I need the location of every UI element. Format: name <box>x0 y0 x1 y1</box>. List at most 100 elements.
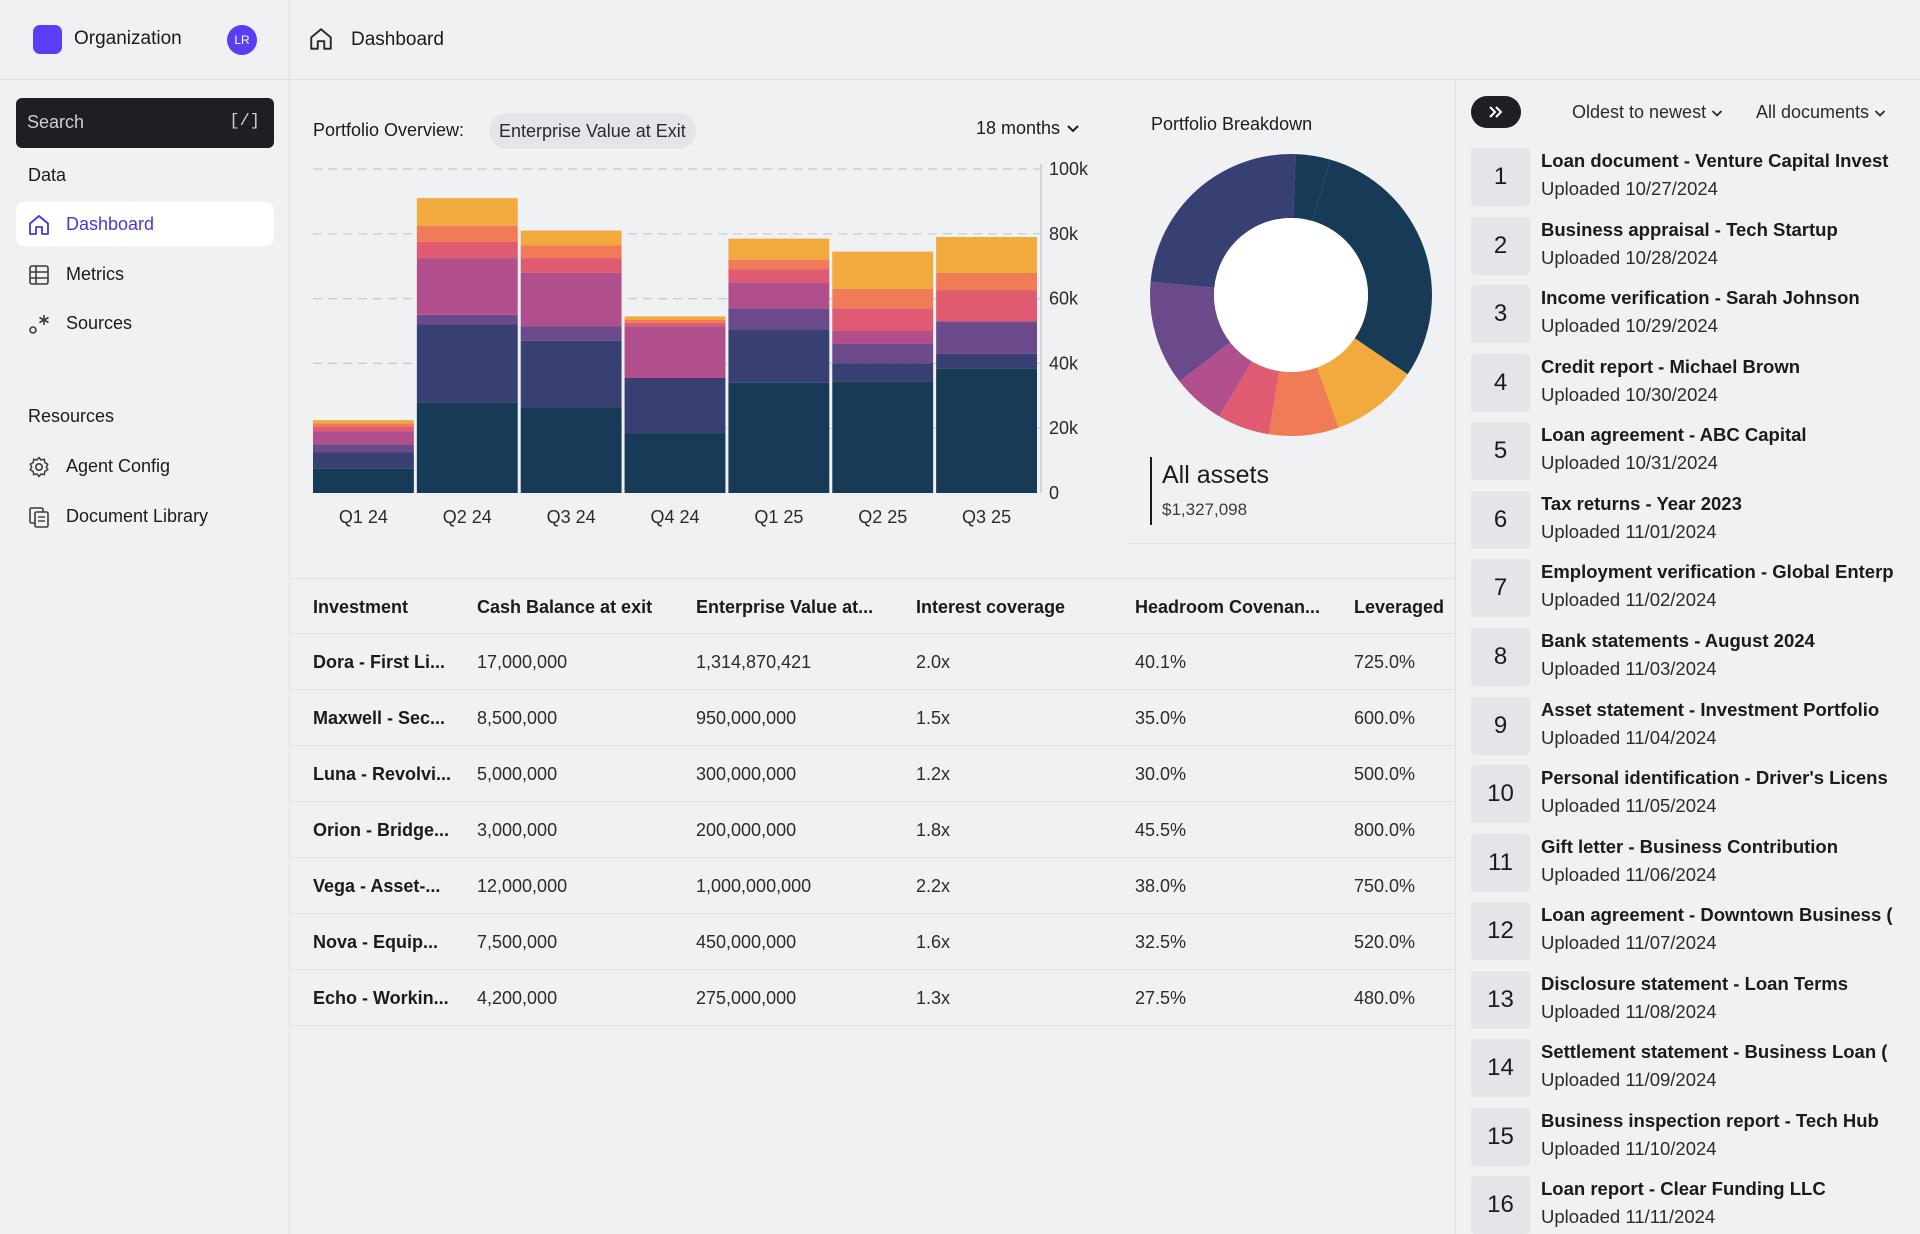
document-item[interactable]: 1 Loan document - Venture Capital Invest… <box>1471 148 1920 208</box>
table-cell: 12,000,000 <box>477 876 568 896</box>
bar-segment <box>832 343 934 364</box>
org-switcher[interactable]: Organization LR <box>0 0 290 80</box>
filter-select[interactable]: All documents <box>1756 102 1886 123</box>
document-item[interactable]: 15 Business inspection report - Tech Hub… <box>1471 1108 1920 1168</box>
document-item[interactable]: 7 Employment verification - Global Enter… <box>1471 559 1920 619</box>
document-item[interactable]: 4 Credit report - Michael Brown Uploaded… <box>1471 354 1920 414</box>
bar-segment <box>520 258 622 273</box>
bar-segment <box>728 269 830 283</box>
document-item[interactable]: 12 Loan agreement - Downtown Business ( … <box>1471 902 1920 962</box>
sidebar-item-metrics[interactable]: Metrics <box>16 252 274 296</box>
x-tick-label: Q3 24 <box>547 507 596 527</box>
table-cell: 200,000,000 <box>696 820 797 840</box>
document-date: Uploaded 10/27/2024 <box>1541 178 1718 199</box>
document-number: 13 <box>1471 971 1530 1029</box>
x-tick-label: Q2 24 <box>443 507 492 527</box>
x-tick-label: Q4 24 <box>650 507 699 527</box>
table-cell: 17,000,000 <box>477 652 568 672</box>
column-header[interactable]: Cash Balance at exit <box>477 597 653 617</box>
document-number: 5 <box>1471 422 1530 480</box>
bar-segment <box>416 198 518 226</box>
search-input[interactable]: Search [/] <box>16 98 274 148</box>
table-row[interactable]: Luna - Revolvi... 5,000,000 300,000,000 … <box>290 746 1455 802</box>
table-cell: 500.0% <box>1354 764 1416 784</box>
page-title: Dashboard <box>351 29 444 50</box>
table-row[interactable]: Maxwell - Sec... 8,500,000 950,000,000 1… <box>290 690 1455 746</box>
table-cell: Vega - Asset-... <box>313 876 441 896</box>
table-cell: 800.0% <box>1354 820 1416 840</box>
bar-segment <box>416 258 518 315</box>
table-cell: Dora - First Li... <box>313 652 446 672</box>
table-row[interactable]: Vega - Asset-... 12,000,000 1,000,000,00… <box>290 858 1455 914</box>
document-number: 11 <box>1471 834 1530 892</box>
table-row[interactable]: Echo - Workin... 4,200,000 275,000,000 1… <box>290 970 1455 1026</box>
column-header[interactable]: Leveraged <box>1354 597 1445 617</box>
bar-segment <box>313 431 414 445</box>
table-cell: 725.0% <box>1354 652 1416 672</box>
document-date: Uploaded 11/04/2024 <box>1541 727 1717 748</box>
document-item[interactable]: 3 Income verification - Sarah Johnson Up… <box>1471 285 1920 345</box>
document-item[interactable]: 6 Tax returns - Year 2023 Uploaded 11/01… <box>1471 491 1920 551</box>
y-tick-label: 0 <box>1049 483 1059 503</box>
table-row[interactable]: Orion - Bridge... 3,000,000 200,000,000 … <box>290 802 1455 858</box>
sort-select[interactable]: Oldest to newest <box>1572 102 1723 123</box>
document-number: 7 <box>1471 559 1530 617</box>
range-select[interactable]: 18 months <box>976 118 1080 139</box>
bar-segment <box>313 426 414 432</box>
table-cell: 32.5% <box>1135 932 1187 952</box>
sidebar-item-dashboard[interactable]: Dashboard <box>16 202 274 246</box>
bar-segment <box>728 282 830 309</box>
table-cell: Nova - Equip... <box>313 932 439 952</box>
document-item[interactable]: 8 Bank statements - August 2024 Uploaded… <box>1471 628 1920 688</box>
bar-segment <box>416 314 518 325</box>
donut-slice <box>1293 154 1331 222</box>
document-item[interactable]: 14 Settlement statement - Business Loan … <box>1471 1039 1920 1099</box>
x-tick-label: Q1 25 <box>754 507 803 527</box>
document-date: Uploaded 11/07/2024 <box>1541 932 1717 953</box>
document-item[interactable]: 10 Personal identification - Driver's Li… <box>1471 765 1920 825</box>
column-header[interactable]: Headroom Covenan... <box>1135 597 1321 617</box>
table-cell: 2.2x <box>916 876 951 896</box>
table-cell: 1,000,000,000 <box>696 876 812 896</box>
column-header[interactable]: Interest coverage <box>916 597 1066 617</box>
table-row[interactable]: Dora - First Li... 17,000,000 1,314,870,… <box>290 634 1455 690</box>
bar-segment <box>520 326 622 341</box>
sidebar-item-document-library[interactable]: Document Library <box>16 494 274 538</box>
sidebar-item-sources[interactable]: Sources <box>16 301 274 345</box>
table-cell: 2.0x <box>916 652 951 672</box>
donut-slice <box>1312 159 1432 375</box>
table-cell: 275,000,000 <box>696 988 797 1008</box>
column-header[interactable]: Investment <box>313 597 409 617</box>
table-row[interactable]: Nova - Equip... 7,500,000 450,000,000 1.… <box>290 914 1455 970</box>
y-tick-label: 80k <box>1049 224 1079 244</box>
column-header[interactable]: Enterprise Value at... <box>696 597 874 617</box>
avatar[interactable]: LR <box>227 25 257 55</box>
table-icon <box>29 265 49 285</box>
table-cell: 38.0% <box>1135 876 1187 896</box>
table-cell: 1.3x <box>916 988 951 1008</box>
document-number: 15 <box>1471 1108 1530 1166</box>
document-item[interactable]: 2 Business appraisal - Tech Startup Uplo… <box>1471 217 1920 277</box>
chevron-down-icon <box>1874 110 1886 117</box>
metric-selector[interactable]: Enterprise Value at Exit <box>489 113 696 149</box>
document-item[interactable]: 9 Asset statement - Investment Portfolio… <box>1471 697 1920 757</box>
document-item[interactable]: 16 Loan report - Clear Funding LLC Uploa… <box>1471 1176 1920 1234</box>
chevron-down-icon <box>1066 118 1080 139</box>
search-placeholder: Search <box>27 112 85 132</box>
document-title: Disclosure statement - Loan Terms <box>1541 973 1849 994</box>
document-item[interactable]: 5 Loan agreement - ABC Capital Uploaded … <box>1471 422 1920 482</box>
document-date: Uploaded 11/10/2024 <box>1541 1138 1717 1159</box>
org-name: Organization <box>74 28 182 49</box>
gear-icon <box>29 456 49 478</box>
collapse-panel-button[interactable] <box>1471 96 1521 128</box>
table-cell: 7,500,000 <box>477 932 558 952</box>
document-item[interactable]: 13 Disclosure statement - Loan Terms Upl… <box>1471 971 1920 1031</box>
document-title: Loan agreement - ABC Capital <box>1541 424 1807 445</box>
document-item[interactable]: 11 Gift letter - Business Contribution U… <box>1471 834 1920 894</box>
sidebar-item-agent-config[interactable]: Agent Config <box>16 444 274 488</box>
bar-segment <box>520 407 622 493</box>
stacked-bar-chart: 0 20k 40k 60k 80k 100k Q1 24 Q2 24 Q3 24 Q4 24 Q1 … <box>313 159 1089 527</box>
document-title: Loan report - Clear Funding LLC <box>1541 1178 1826 1199</box>
document-title: Employment verification - Global Enterp <box>1541 561 1894 582</box>
resources-section-label: Resources <box>28 406 115 426</box>
